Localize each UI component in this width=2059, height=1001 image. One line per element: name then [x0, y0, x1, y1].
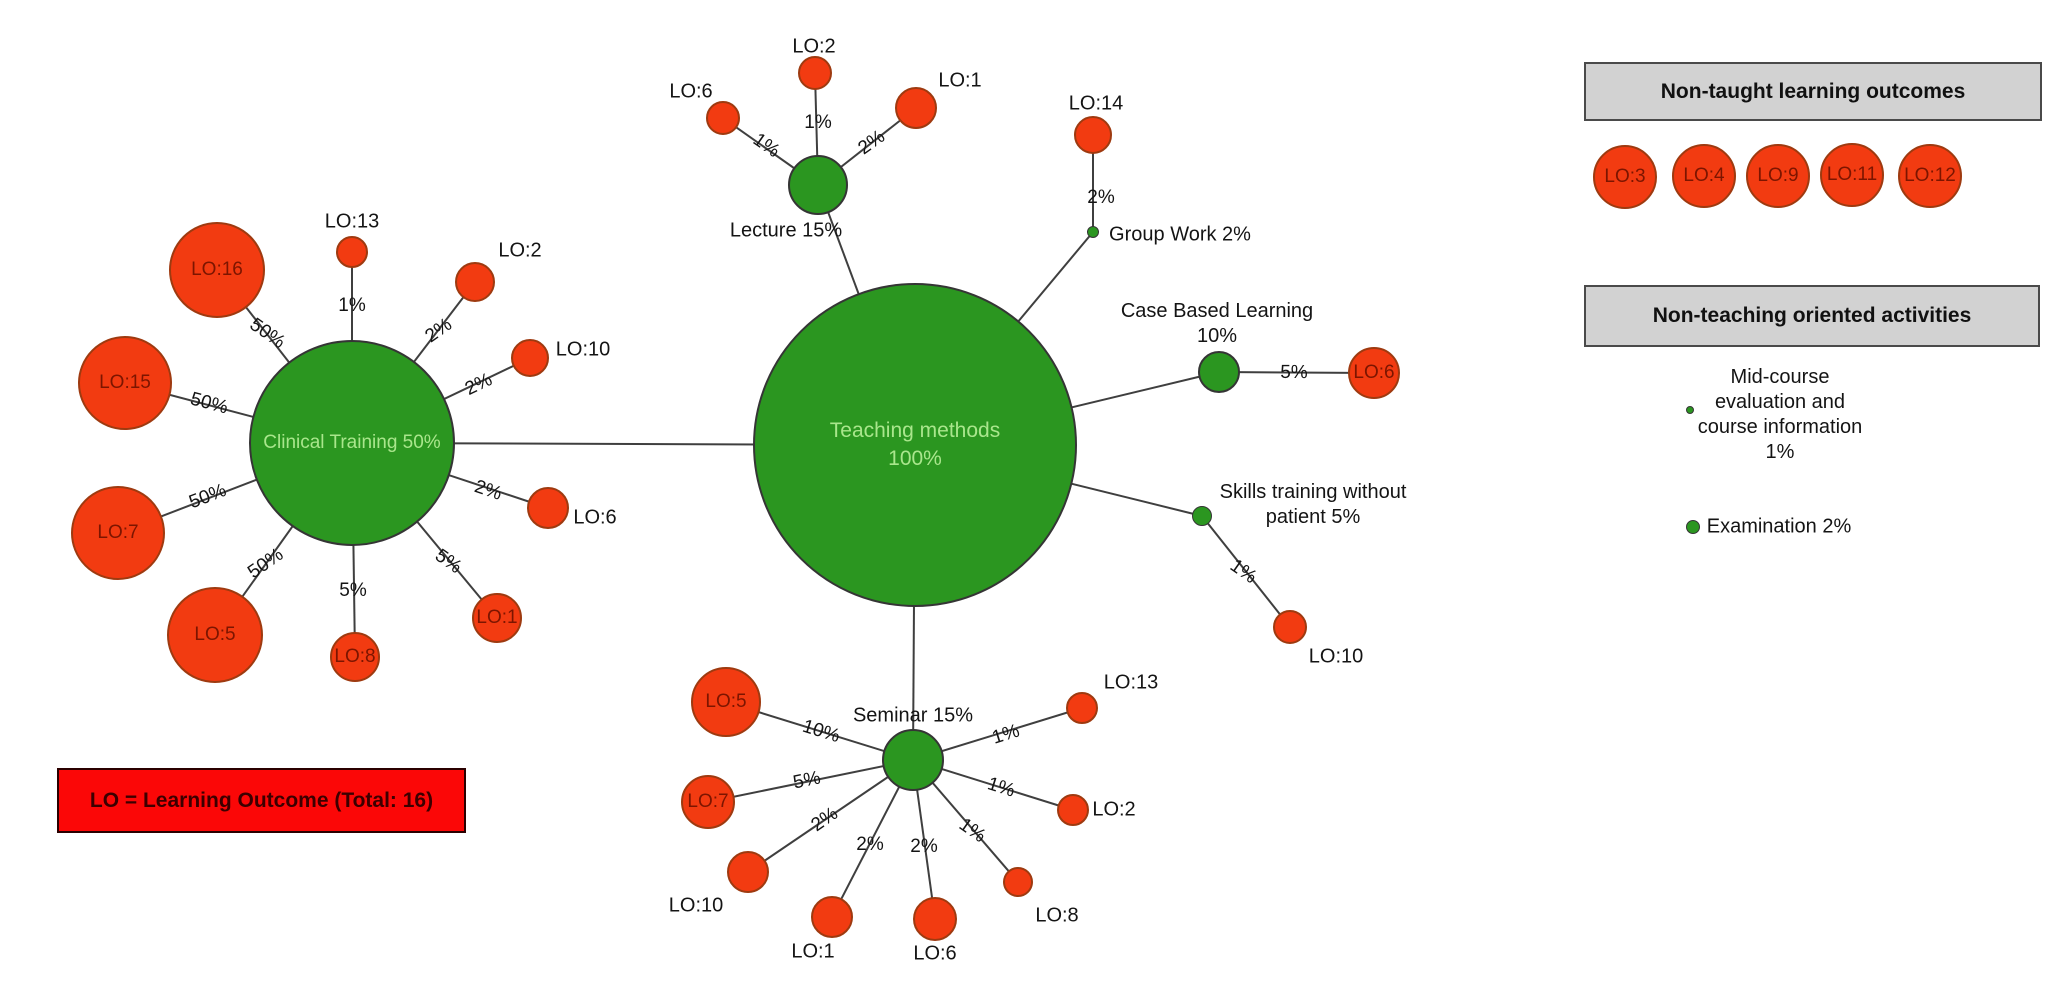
edge-skills-sk-lo10 — [1201, 515, 1291, 628]
node-label-midcourse-dot: Mid-course evaluation and course informati… — [1697, 366, 1863, 463]
node-label-sem-lo8: LO:8 — [1035, 904, 1079, 927]
node-leg-lo3: LO:3 — [1593, 145, 1657, 209]
node-teaching: Teaching methods 100% — [753, 283, 1077, 607]
node-sem-lo8 — [1003, 867, 1033, 897]
edge-label-seminar-sem-lo1: 2% — [856, 834, 884, 855]
node-sem-lo10 — [727, 851, 769, 893]
node-leg-lo11: LO:11 — [1820, 143, 1884, 207]
node-cl-lo15: LO:15 — [78, 336, 172, 430]
node-lecture — [788, 155, 848, 215]
node-exam-dot — [1686, 520, 1700, 534]
node-inside-label: LO:16 — [191, 259, 243, 281]
node-label-lo14: LO:14 — [1068, 92, 1124, 115]
node-label-seminar: Seminar 15% — [852, 704, 974, 727]
node-inside-label: LO:8 — [334, 646, 376, 668]
node-inside-label: LO:6 — [1353, 362, 1395, 384]
node-inside-label: LO:1 — [476, 607, 518, 629]
node-sem-lo6 — [913, 897, 957, 941]
note-text: LO = Learning Outcome (Total: 16) — [89, 788, 434, 812]
edge-label-clinical-cl-lo8: 5% — [339, 580, 367, 601]
node-label-sem-lo1: LO:1 — [791, 940, 835, 963]
node-sk-lo10 — [1273, 610, 1307, 644]
node-label-cl-lo13: LO:13 — [324, 210, 380, 233]
node-cl-lo7: LO:7 — [71, 486, 165, 580]
node-label-sem-lo2: LO:2 — [1092, 798, 1136, 821]
node-lec-lo1 — [895, 87, 937, 129]
node-label-cl-lo6: LO:6 — [573, 506, 617, 529]
node-inside-label: LO:5 — [705, 691, 747, 713]
node-label-cl-lo10: LO:10 — [555, 338, 611, 361]
node-inside-label: LO:12 — [1904, 165, 1956, 187]
node-inside-label: LO:15 — [99, 372, 151, 394]
node-cbl — [1198, 351, 1240, 393]
node-cl-lo16: LO:16 — [169, 222, 265, 318]
edge-label-clinical-cl-lo13: 1% — [338, 295, 366, 316]
node-inside-label: LO:11 — [1826, 164, 1878, 186]
node-cl-lo13 — [336, 236, 368, 268]
node-lec-lo2 — [798, 56, 832, 90]
node-label-lec-lo1: LO:1 — [938, 69, 982, 92]
edge-seminar-sem-lo10 — [747, 759, 914, 873]
edge-label-lecture-lec-lo2: 1% — [804, 112, 832, 133]
node-label-sem-lo6: LO:6 — [913, 942, 957, 965]
node-groupwork — [1087, 226, 1099, 238]
node-inside-label: LO:7 — [97, 522, 139, 544]
node-label-cl-lo2: LO:2 — [498, 239, 542, 262]
node-sem-lo5: LO:5 — [691, 667, 761, 737]
node-midcourse-dot — [1686, 406, 1694, 414]
node-cl-lo10 — [511, 339, 549, 377]
node-inside-label: LO:7 — [687, 791, 729, 813]
node-inside-label: Clinical Training 50% — [263, 432, 441, 454]
node-cl-lo1: LO:1 — [472, 593, 522, 643]
node-cl-lo5: LO:5 — [167, 587, 263, 683]
edge-seminar-sem-lo7 — [707, 759, 914, 803]
edge-label-seminar-sem-lo6: 2% — [910, 836, 938, 857]
node-label-cbl: Case Based Learning 10% — [1120, 300, 1314, 347]
node-inside-label: LO:4 — [1683, 165, 1725, 187]
node-cl-lo8: LO:8 — [330, 632, 380, 682]
node-label-sem-lo10: LO:10 — [668, 894, 724, 917]
node-label-groupwork: Group Work 2% — [1109, 223, 1251, 246]
node-sem-lo2 — [1057, 794, 1089, 826]
node-cl-lo6 — [527, 487, 569, 529]
note-box: LO = Learning Outcome (Total: 16) — [57, 768, 466, 833]
node-label-lecture: Lecture 15% — [729, 219, 843, 242]
node-label-exam-dot: Examination 2% — [1706, 515, 1852, 538]
node-leg-lo12: LO:12 — [1898, 144, 1962, 208]
node-label-sem-lo13: LO:13 — [1103, 671, 1159, 694]
edge-label-cbl-cbl-lo6: 5% — [1280, 361, 1308, 384]
node-sem-lo1 — [811, 896, 853, 938]
node-clinical: Clinical Training 50% — [249, 340, 455, 546]
node-sem-lo7: LO:7 — [681, 775, 735, 829]
legend-non-taught-title: Non-taught learning outcomes — [1660, 79, 1966, 103]
node-label-skills: Skills training without patient 5% — [1219, 481, 1407, 528]
node-lec-lo6 — [706, 101, 740, 135]
legend-non-teaching-title: Non-teaching oriented activities — [1652, 304, 1972, 327]
node-label-sk-lo10: LO:10 — [1308, 645, 1364, 668]
node-inside-label: LO:3 — [1604, 166, 1646, 188]
node-inside-label: LO:9 — [1757, 165, 1799, 187]
node-cbl-lo6: LO:6 — [1348, 347, 1400, 399]
node-inside-label: Teaching methods — [829, 418, 1001, 442]
node-lo14 — [1074, 116, 1112, 154]
node-skills — [1192, 506, 1212, 526]
node-label-lec-lo2: LO:2 — [792, 35, 836, 58]
node-cl-lo2 — [455, 262, 495, 302]
node-inside-label: 100% — [888, 447, 942, 470]
node-leg-lo4: LO:4 — [1672, 144, 1736, 208]
legend-non-taught-header: Non-taught learning outcomes — [1584, 62, 2042, 121]
legend-non-teaching-header: Non-teaching oriented activities — [1584, 285, 2040, 347]
edge-label-groupwork-lo14: 2% — [1087, 187, 1115, 208]
node-sem-lo13 — [1066, 692, 1098, 724]
node-label-lec-lo6: LO:6 — [669, 80, 713, 103]
node-inside-label: LO:5 — [194, 624, 236, 646]
node-seminar — [882, 729, 944, 791]
node-leg-lo9: LO:9 — [1746, 144, 1810, 208]
